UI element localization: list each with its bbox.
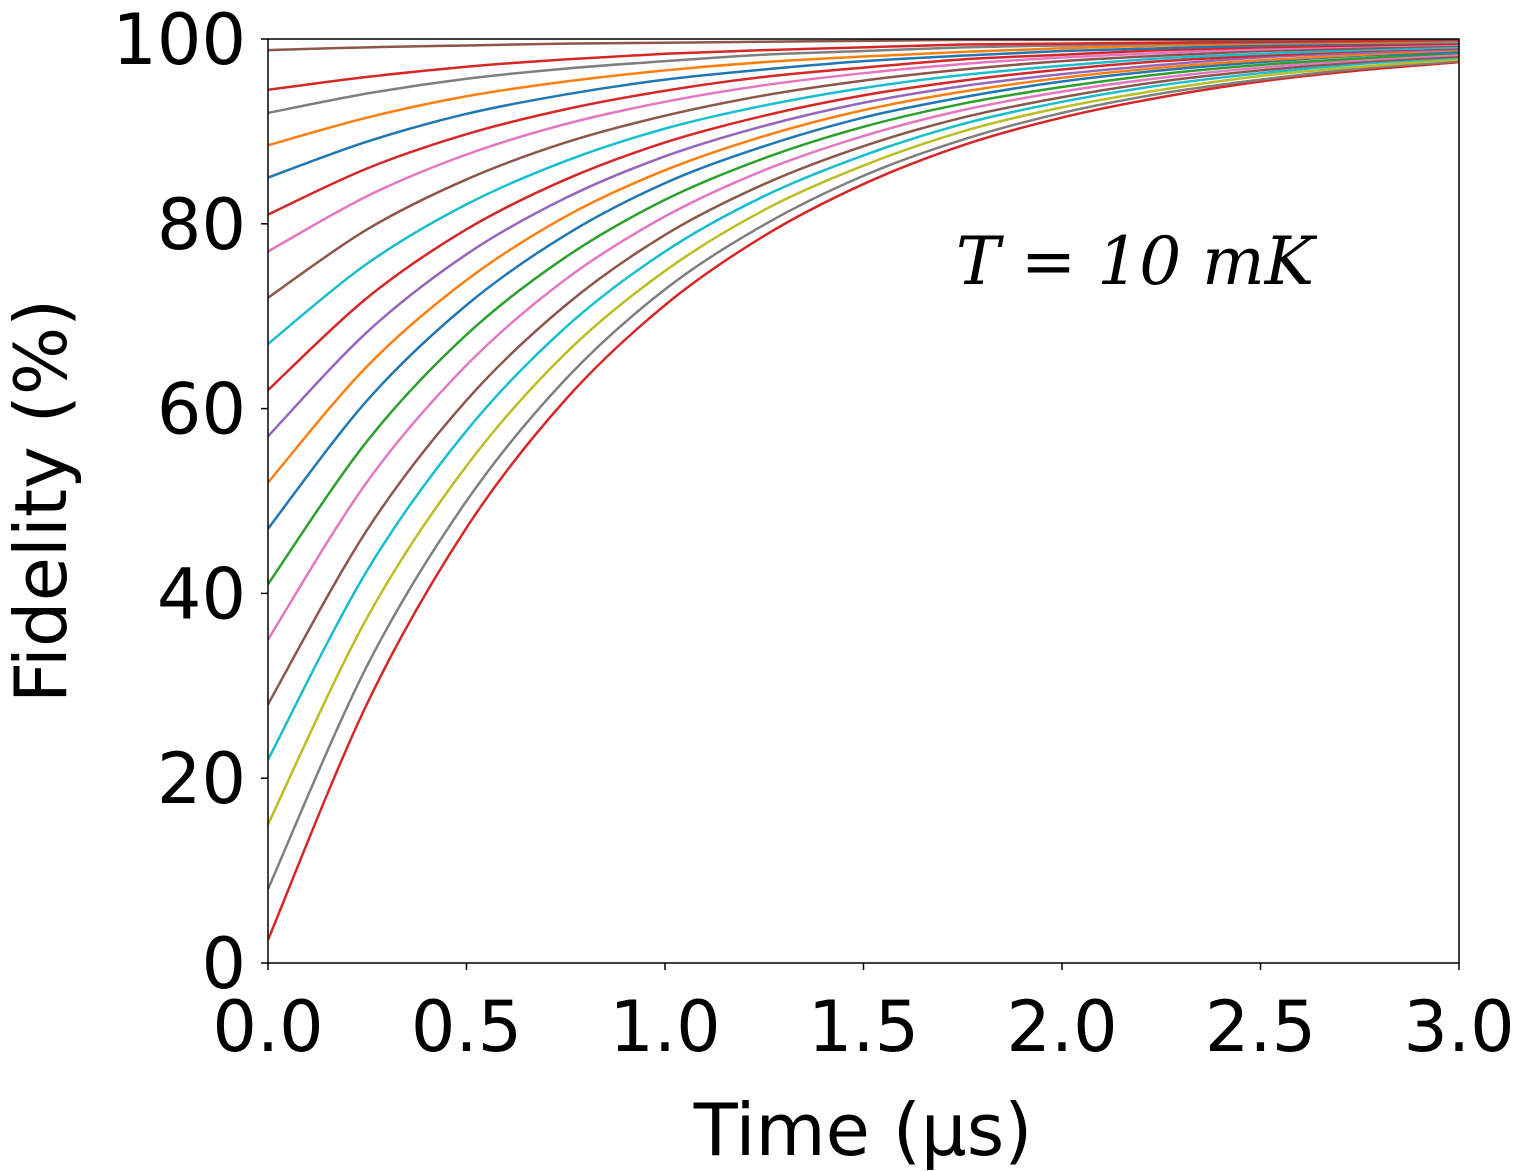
data-line xyxy=(268,51,1459,585)
y-tick-label: 0 xyxy=(201,923,246,1005)
data-line xyxy=(268,56,1459,761)
data-line xyxy=(268,50,1459,530)
x-tick-label: 3.0 xyxy=(1403,986,1514,1068)
plot-frame xyxy=(267,38,1460,964)
x-tick-label: 2.0 xyxy=(1006,986,1117,1068)
data-line xyxy=(268,47,1459,438)
x-tick-label: 0.0 xyxy=(212,986,323,1068)
data-line xyxy=(268,43,1459,253)
data-line xyxy=(268,46,1459,392)
x-tick-label: 0.5 xyxy=(411,986,522,1068)
x-axis-label: Time (μs) xyxy=(693,1088,1033,1171)
y-tick-label: 60 xyxy=(157,369,246,451)
y-tick-label: 20 xyxy=(157,738,246,820)
data-line xyxy=(268,46,1459,345)
data-line xyxy=(268,58,1459,825)
data-line xyxy=(268,48,1459,484)
data-line xyxy=(268,59,1459,890)
x-tick-label: 1.0 xyxy=(609,986,720,1068)
x-tick-label: 1.5 xyxy=(808,986,919,1068)
data-line xyxy=(268,39,1459,92)
data-line xyxy=(268,53,1459,641)
data-line xyxy=(268,60,1459,941)
data-line xyxy=(268,39,1459,52)
y-tick-label: 80 xyxy=(157,184,246,266)
data-line xyxy=(268,55,1459,705)
y-tick-label: 100 xyxy=(112,0,246,81)
y-tick-label: 40 xyxy=(157,553,246,635)
annotation: T = 10 mK xyxy=(956,223,1318,300)
y-axis-label: Fidelity (%) xyxy=(0,299,83,704)
x-tick-label: 2.5 xyxy=(1205,986,1316,1068)
data-line xyxy=(268,42,1459,216)
data-line xyxy=(268,41,1459,179)
data-line xyxy=(268,44,1459,299)
